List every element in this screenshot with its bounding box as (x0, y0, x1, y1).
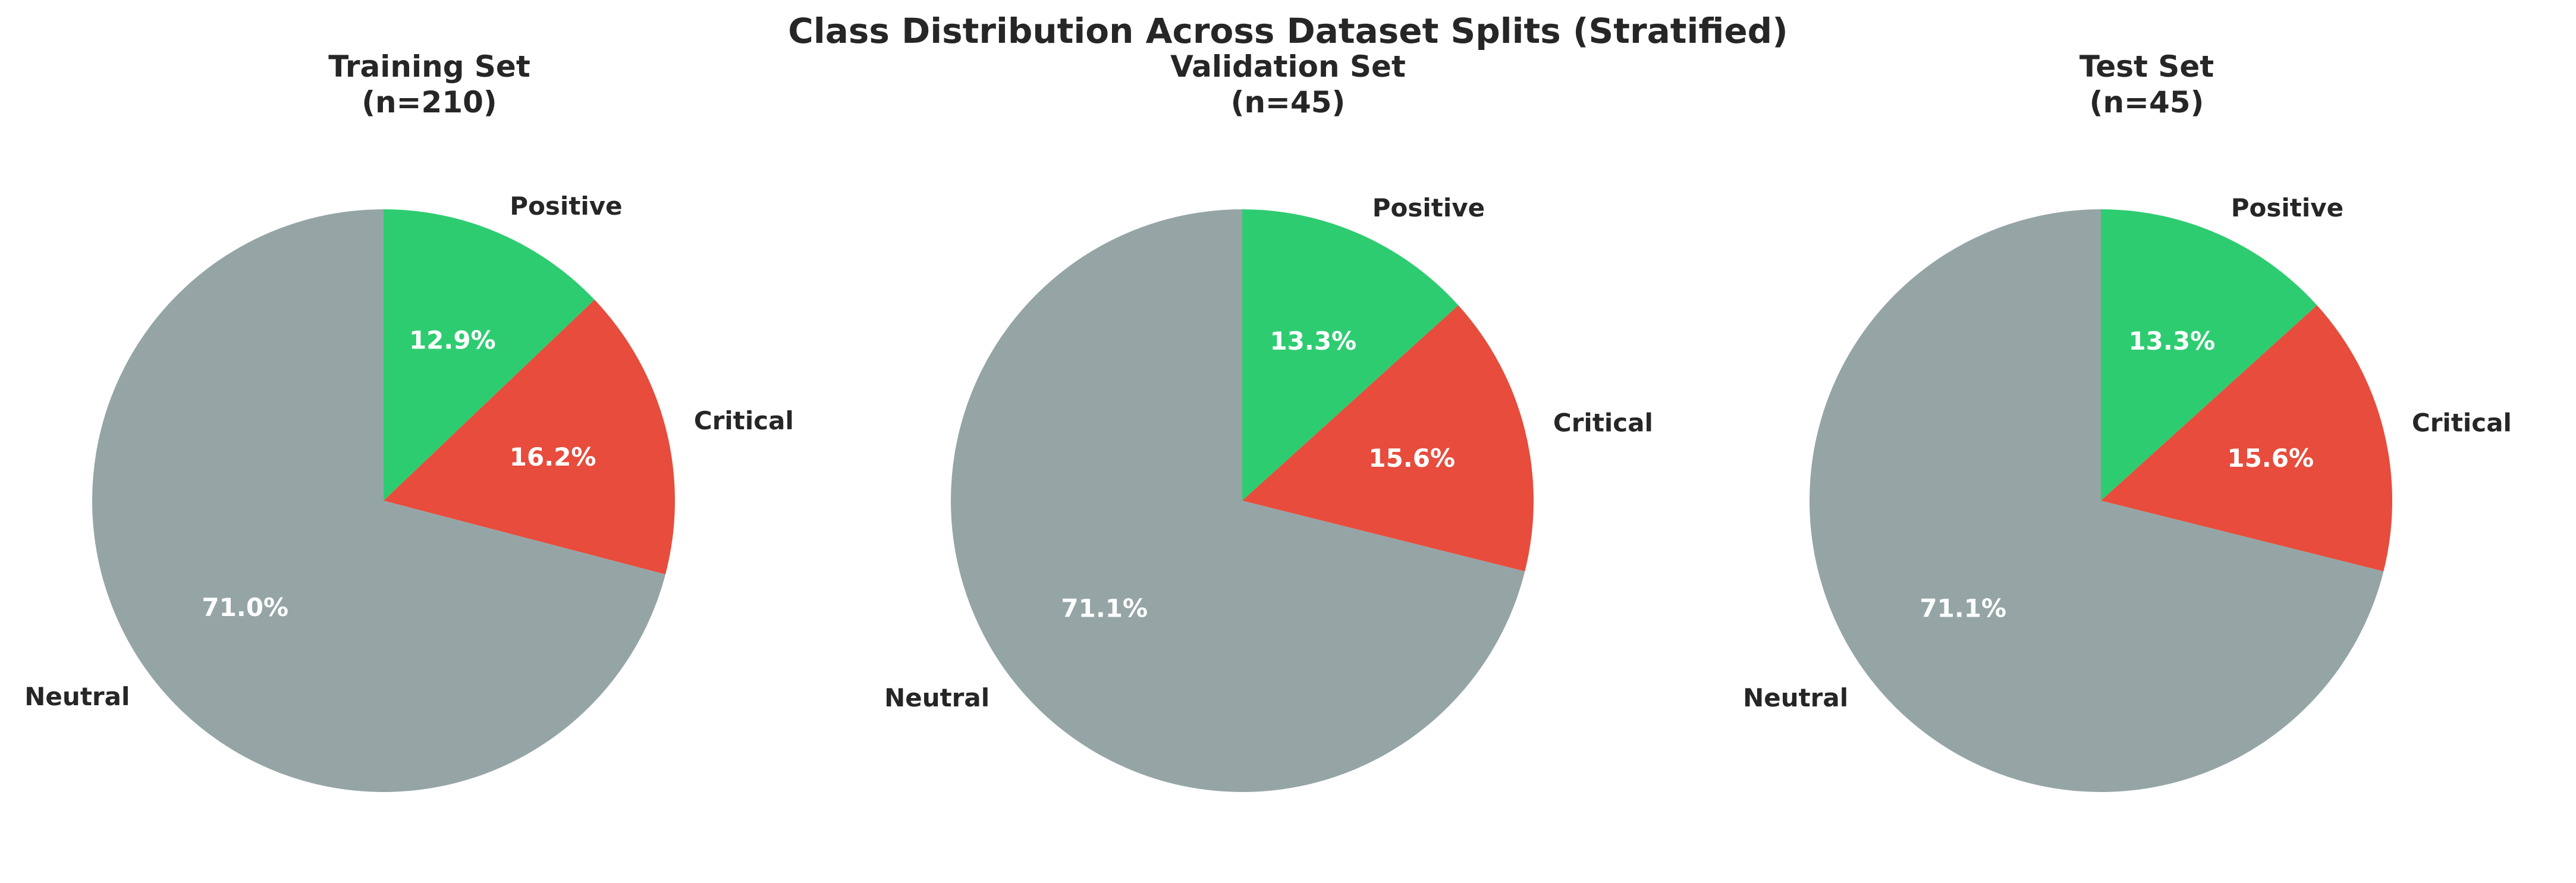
panel-title-count: (n=45) (1230, 85, 1346, 120)
pie-category-label: Neutral (1743, 683, 1848, 712)
figure-title: Class Distribution Across Dataset Splits… (788, 11, 1788, 51)
pie-slice-positive (2101, 209, 2317, 501)
panel-title: Training Set (n=210) (0, 49, 859, 120)
pie-category-label: Positive (2231, 193, 2343, 222)
pie-panel-training: Training Set (n=210) 12.9% Positive 16.2% C… (0, 0, 859, 883)
pie-slice-critical (1242, 305, 1534, 571)
panel-title-count: (n=45) (2089, 85, 2204, 120)
pie-percent-label: 12.9% (409, 325, 496, 354)
pie-percent-label: 71.1% (1920, 593, 2006, 623)
pie-percent-label: 71.1% (1061, 593, 1148, 623)
pie-chart: 13.3% Positive 15.6% Critical 71.1% Neutral (1743, 193, 2512, 792)
pie-category-label: Positive (1372, 193, 1485, 222)
panel-title-main: Training Set (328, 49, 530, 84)
pie-slice-critical (384, 300, 675, 574)
pie-slice-positive (384, 209, 595, 501)
pie-category-label: Critical (1553, 408, 1653, 438)
pie-panel-validation: Validation Set (n=45) 13.3% Positive 15.6%… (859, 0, 1717, 883)
pie-category-label: Critical (2412, 408, 2512, 438)
pie-slice-neutral (1810, 209, 2384, 792)
pie-category-label: Positive (510, 191, 622, 221)
pie-chart: 12.9% Positive 16.2% Critical 71.0% Neutral (24, 191, 794, 793)
pie-category-label: Neutral (884, 683, 989, 712)
panel-title-main: Test Set (2079, 49, 2214, 84)
panel-title-count: (n=210) (362, 85, 497, 120)
pie-percent-label: 13.3% (2128, 326, 2215, 356)
pie-panel-test: Test Set (n=45) 13.3% Positive 15.6% Critic… (1717, 0, 2576, 883)
pie-slice-positive (1242, 209, 1459, 501)
pie-percent-label: 13.3% (1270, 326, 1356, 356)
pie-category-label: Critical (694, 406, 794, 435)
pie-percent-label: 15.6% (2227, 444, 2314, 473)
pie-slice-critical (2101, 305, 2392, 571)
pie-percent-label: 16.2% (510, 442, 596, 472)
panel-title-main: Validation Set (1170, 49, 1406, 84)
pie-category-label: Neutral (24, 682, 130, 711)
pie-percent-label: 71.0% (202, 593, 288, 622)
pie-slice-neutral (950, 209, 1525, 792)
pie-percent-label: 15.6% (1368, 444, 1455, 473)
panel-title: Test Set (n=45) (1717, 49, 2576, 120)
panel-title: Validation Set (n=45) (859, 49, 1717, 120)
pie-chart: 13.3% Positive 15.6% Critical 71.1% Neutral (884, 193, 1653, 792)
pie-slice-neutral (92, 209, 666, 793)
